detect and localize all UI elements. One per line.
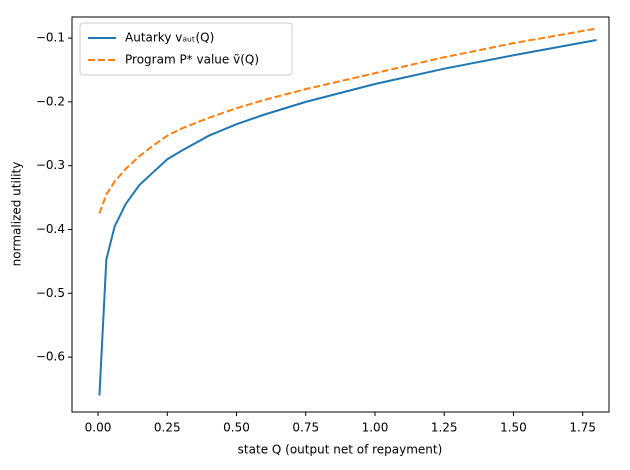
y-tick-label: −0.2 <box>36 94 65 108</box>
x-tick-label: 1.00 <box>362 421 389 435</box>
legend-label: Program P* value ṽ(Q) <box>125 53 259 67</box>
y-tick-label: −0.6 <box>36 350 65 364</box>
x-tick-label: 1.25 <box>431 421 458 435</box>
x-tick-label: 0.25 <box>154 421 181 435</box>
plot-frame <box>71 16 610 413</box>
y-axis-label: normalized utility <box>10 162 24 267</box>
legend-box <box>79 22 293 76</box>
x-tick-label: 1.50 <box>500 421 527 435</box>
series-line <box>98 27 597 214</box>
x-tick-label: 0.75 <box>292 421 319 435</box>
x-tick-label: 0.00 <box>85 421 112 435</box>
series-line <box>98 38 597 396</box>
y-tick-label: −0.1 <box>36 31 65 45</box>
x-axis-label: state Q (output net of repayment) <box>238 443 443 457</box>
y-tick-label: −0.5 <box>36 286 65 300</box>
y-tick-label: −0.4 <box>36 222 65 236</box>
x-tick-label: 0.50 <box>223 421 250 435</box>
legend-label: Autarky vₐᵤₜ(Q) <box>125 31 214 45</box>
y-tick-label: −0.3 <box>36 158 65 172</box>
x-tick-label: 1.75 <box>569 421 596 435</box>
